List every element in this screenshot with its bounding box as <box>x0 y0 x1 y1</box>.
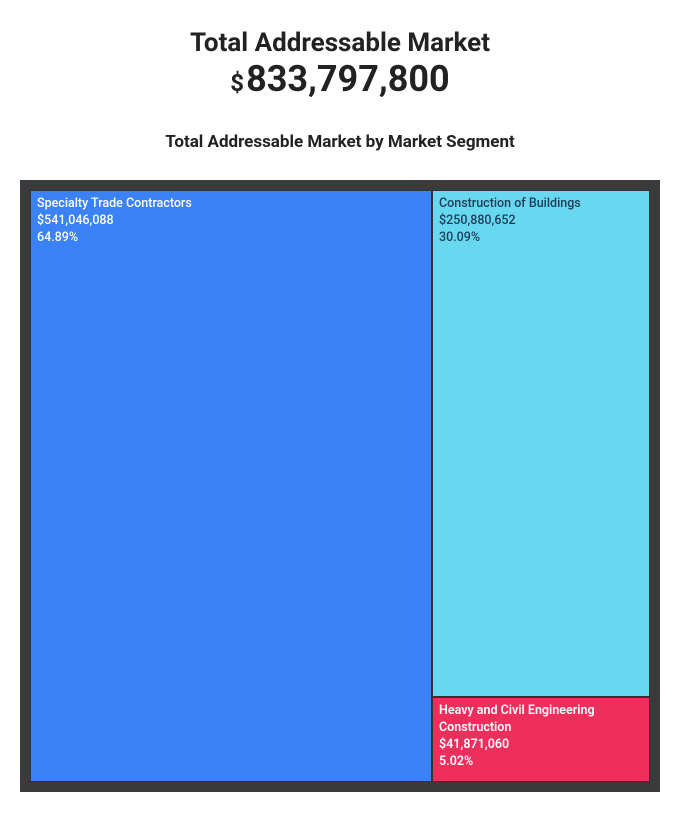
chart-subtitle: Total Addressable Market by Market Segme… <box>0 132 680 152</box>
treemap-cell-label: Heavy and Civil Engineering Construction… <box>439 703 643 771</box>
treemap-cell-label: Construction of Buildings$250,880,65230.… <box>439 196 643 247</box>
segment-name: Heavy and Civil Engineering Construction <box>439 703 643 737</box>
total-amount-row: $ 833,797,800 <box>0 58 680 100</box>
treemap-cell-specialty: Specialty Trade Contractors$541,046,0886… <box>30 190 432 782</box>
segment-value: $250,880,652 <box>439 213 643 230</box>
page-title: Total Addressable Market <box>0 28 680 58</box>
currency-symbol: $ <box>230 69 244 97</box>
chart-container: Specialty Trade Contractors$541,046,0886… <box>0 180 680 792</box>
segment-share: 5.02% <box>439 754 643 771</box>
segment-name: Specialty Trade Contractors <box>37 196 425 213</box>
treemap-cell-heavy_civil: Heavy and Civil Engineering Construction… <box>432 697 650 782</box>
treemap-cell-buildings: Construction of Buildings$250,880,65230.… <box>432 190 650 697</box>
segment-share: 30.09% <box>439 230 643 247</box>
total-amount: 833,797,800 <box>246 58 450 100</box>
segment-name: Construction of Buildings <box>439 196 643 213</box>
treemap-chart: Specialty Trade Contractors$541,046,0886… <box>20 180 660 792</box>
segment-value: $41,871,060 <box>439 737 643 754</box>
segment-share: 64.89% <box>37 230 425 247</box>
treemap-cell-label: Specialty Trade Contractors$541,046,0886… <box>37 196 425 247</box>
header: Total Addressable Market $ 833,797,800 T… <box>0 0 680 152</box>
segment-value: $541,046,088 <box>37 213 425 230</box>
